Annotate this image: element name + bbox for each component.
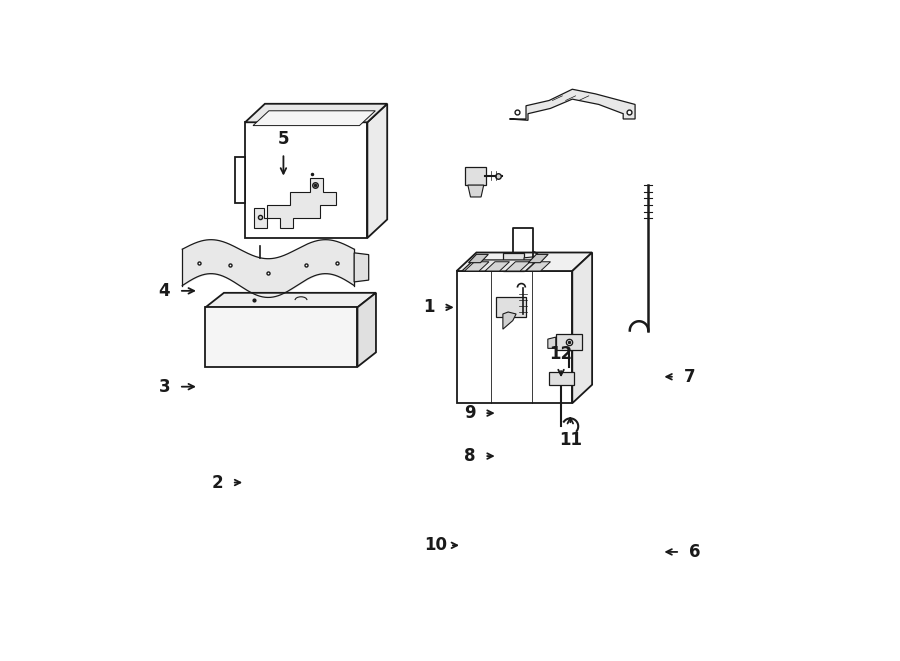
- Polygon shape: [464, 262, 489, 271]
- Text: 6: 6: [688, 543, 700, 561]
- Polygon shape: [205, 307, 357, 367]
- Text: 9: 9: [464, 404, 475, 422]
- Polygon shape: [254, 178, 337, 228]
- Polygon shape: [355, 253, 369, 282]
- Polygon shape: [526, 262, 551, 271]
- Polygon shape: [468, 185, 483, 197]
- Polygon shape: [524, 256, 537, 268]
- Polygon shape: [503, 253, 524, 271]
- Polygon shape: [245, 122, 367, 238]
- Polygon shape: [572, 253, 592, 403]
- Polygon shape: [465, 167, 486, 185]
- Text: 3: 3: [158, 377, 170, 396]
- Text: 7: 7: [683, 368, 695, 386]
- Polygon shape: [367, 104, 387, 238]
- Polygon shape: [549, 372, 574, 385]
- Polygon shape: [496, 297, 526, 317]
- Polygon shape: [462, 260, 537, 271]
- Polygon shape: [253, 111, 375, 126]
- Polygon shape: [469, 254, 489, 262]
- Text: 1: 1: [423, 298, 435, 317]
- Polygon shape: [205, 293, 376, 307]
- Text: 10: 10: [424, 536, 447, 555]
- Text: 4: 4: [158, 282, 170, 300]
- Polygon shape: [235, 157, 245, 204]
- Text: 12: 12: [550, 344, 572, 363]
- Text: 5: 5: [278, 130, 289, 148]
- Polygon shape: [503, 312, 516, 329]
- Polygon shape: [485, 262, 509, 271]
- Polygon shape: [556, 334, 582, 350]
- Text: 8: 8: [464, 447, 475, 465]
- Text: 11: 11: [559, 430, 581, 449]
- Polygon shape: [509, 89, 635, 120]
- Polygon shape: [548, 337, 556, 348]
- Polygon shape: [506, 262, 530, 271]
- Polygon shape: [245, 104, 387, 122]
- Polygon shape: [456, 253, 592, 271]
- Text: 2: 2: [212, 473, 223, 492]
- Polygon shape: [456, 271, 572, 403]
- Polygon shape: [528, 254, 548, 262]
- Polygon shape: [357, 293, 376, 367]
